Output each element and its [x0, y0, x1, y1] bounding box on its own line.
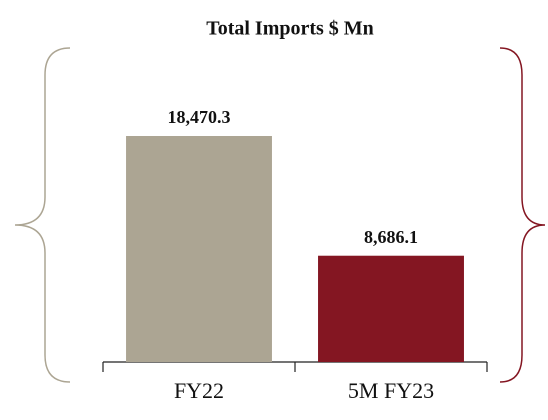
x-tick-label: 5M FY23 — [348, 378, 434, 403]
bar — [126, 136, 272, 362]
left-brace — [14, 47, 71, 383]
data-label: 18,470.3 — [168, 107, 231, 127]
x-tick-label: FY22 — [174, 378, 224, 403]
chart-title: Total Imports $ Mn — [206, 18, 374, 40]
right-brace — [499, 47, 546, 383]
bar — [318, 255, 464, 362]
data-label: 8,686.1 — [364, 227, 418, 247]
